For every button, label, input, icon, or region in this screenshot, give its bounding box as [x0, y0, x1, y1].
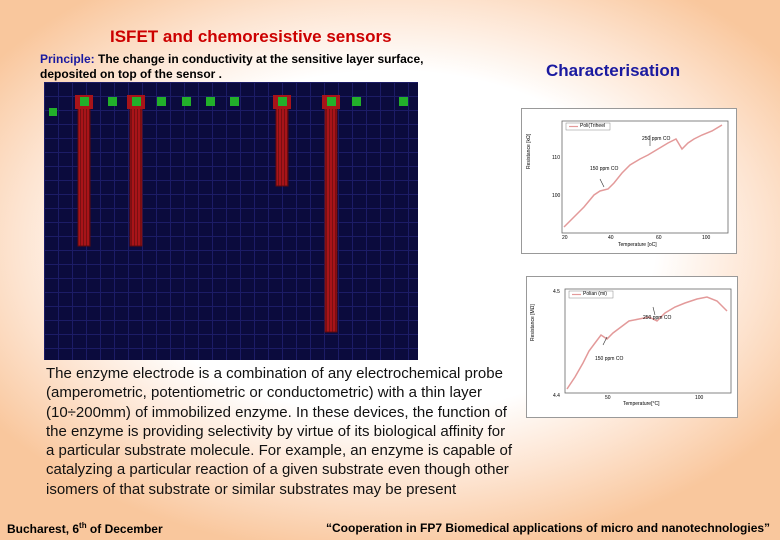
graph-annotation: 150 ppm CO [595, 356, 624, 362]
resistance-curve [563, 124, 723, 228]
contact-pad [327, 97, 336, 106]
graph-xtick: 60 [656, 235, 662, 241]
graph-annotation: 250 ppm CO [643, 315, 672, 321]
graph-legend: Poli(Triheel [580, 123, 606, 129]
footer-date-sup: th [79, 521, 87, 530]
principle-text: Principle: The change in conductivity at… [40, 52, 460, 82]
graph-ytick: 100 [552, 193, 561, 199]
principle-body: The change in conductivity at the sensit… [40, 52, 424, 81]
electrode-strip [129, 97, 143, 247]
graph-annotation: 150 ppm CO [590, 166, 619, 172]
contact-pad [80, 97, 89, 106]
slide-title: ISFET and chemoresistive sensors [110, 27, 392, 46]
graph-xtick: 50 [605, 395, 611, 401]
characterisation-heading: Characterisation [546, 61, 681, 80]
graph-ytick: 4.5 [553, 289, 560, 295]
footer-location-date: Bucharest, 6th of December [7, 521, 163, 536]
contact-pad [108, 97, 117, 106]
footer-date-prefix: Bucharest, 6 [7, 522, 80, 536]
graph-xtick: 20 [562, 235, 568, 241]
contact-pad [278, 97, 287, 106]
contact-pad [399, 97, 408, 106]
contact-pad [352, 97, 361, 106]
graph-legend: Polian (mi) [583, 291, 607, 297]
footer-project-title: “Cooperation in FP7 Biomedical applicati… [326, 521, 771, 535]
resistance-curve [566, 296, 728, 390]
graph-ytick: 110 [552, 155, 560, 161]
graph-ylabel: Resistance [kΩ] [526, 133, 532, 169]
graph-xtick: 40 [608, 235, 614, 241]
electrode-strip [275, 97, 289, 187]
graph-ytick: 4.4 [553, 393, 560, 399]
contact-pad [132, 97, 141, 106]
contact-pad [230, 97, 239, 106]
contact-pad [206, 97, 215, 106]
body-paragraph: The enzyme electrode is a combination of… [46, 365, 513, 498]
graph-xtick: 100 [702, 235, 711, 241]
footer-date-suffix: of December [86, 522, 163, 536]
contact-pad [49, 108, 57, 116]
electrode-strip [77, 97, 91, 247]
graph-annotation: 250 ppm CO [642, 136, 671, 142]
principle-label: Principle: [40, 52, 95, 66]
electrode-strip [324, 97, 338, 333]
characterisation-graph-1: Poli(Triheel 250 ppm CO 150 ppm CO Resis… [521, 108, 737, 254]
contact-pad [157, 97, 166, 106]
contact-pad [182, 97, 191, 106]
graph-xtick: 100 [695, 395, 704, 401]
graph-xlabel: Temperature[°C] [623, 401, 660, 407]
sensor-layout-image [44, 82, 418, 360]
graph-xlabel: Temperature [oC] [618, 242, 657, 248]
graph-ylabel: Resistance [MΩ] [530, 304, 536, 341]
characterisation-graph-2: Polian (mi) 250 ppm CO 150 ppm CO Resist… [526, 276, 738, 418]
